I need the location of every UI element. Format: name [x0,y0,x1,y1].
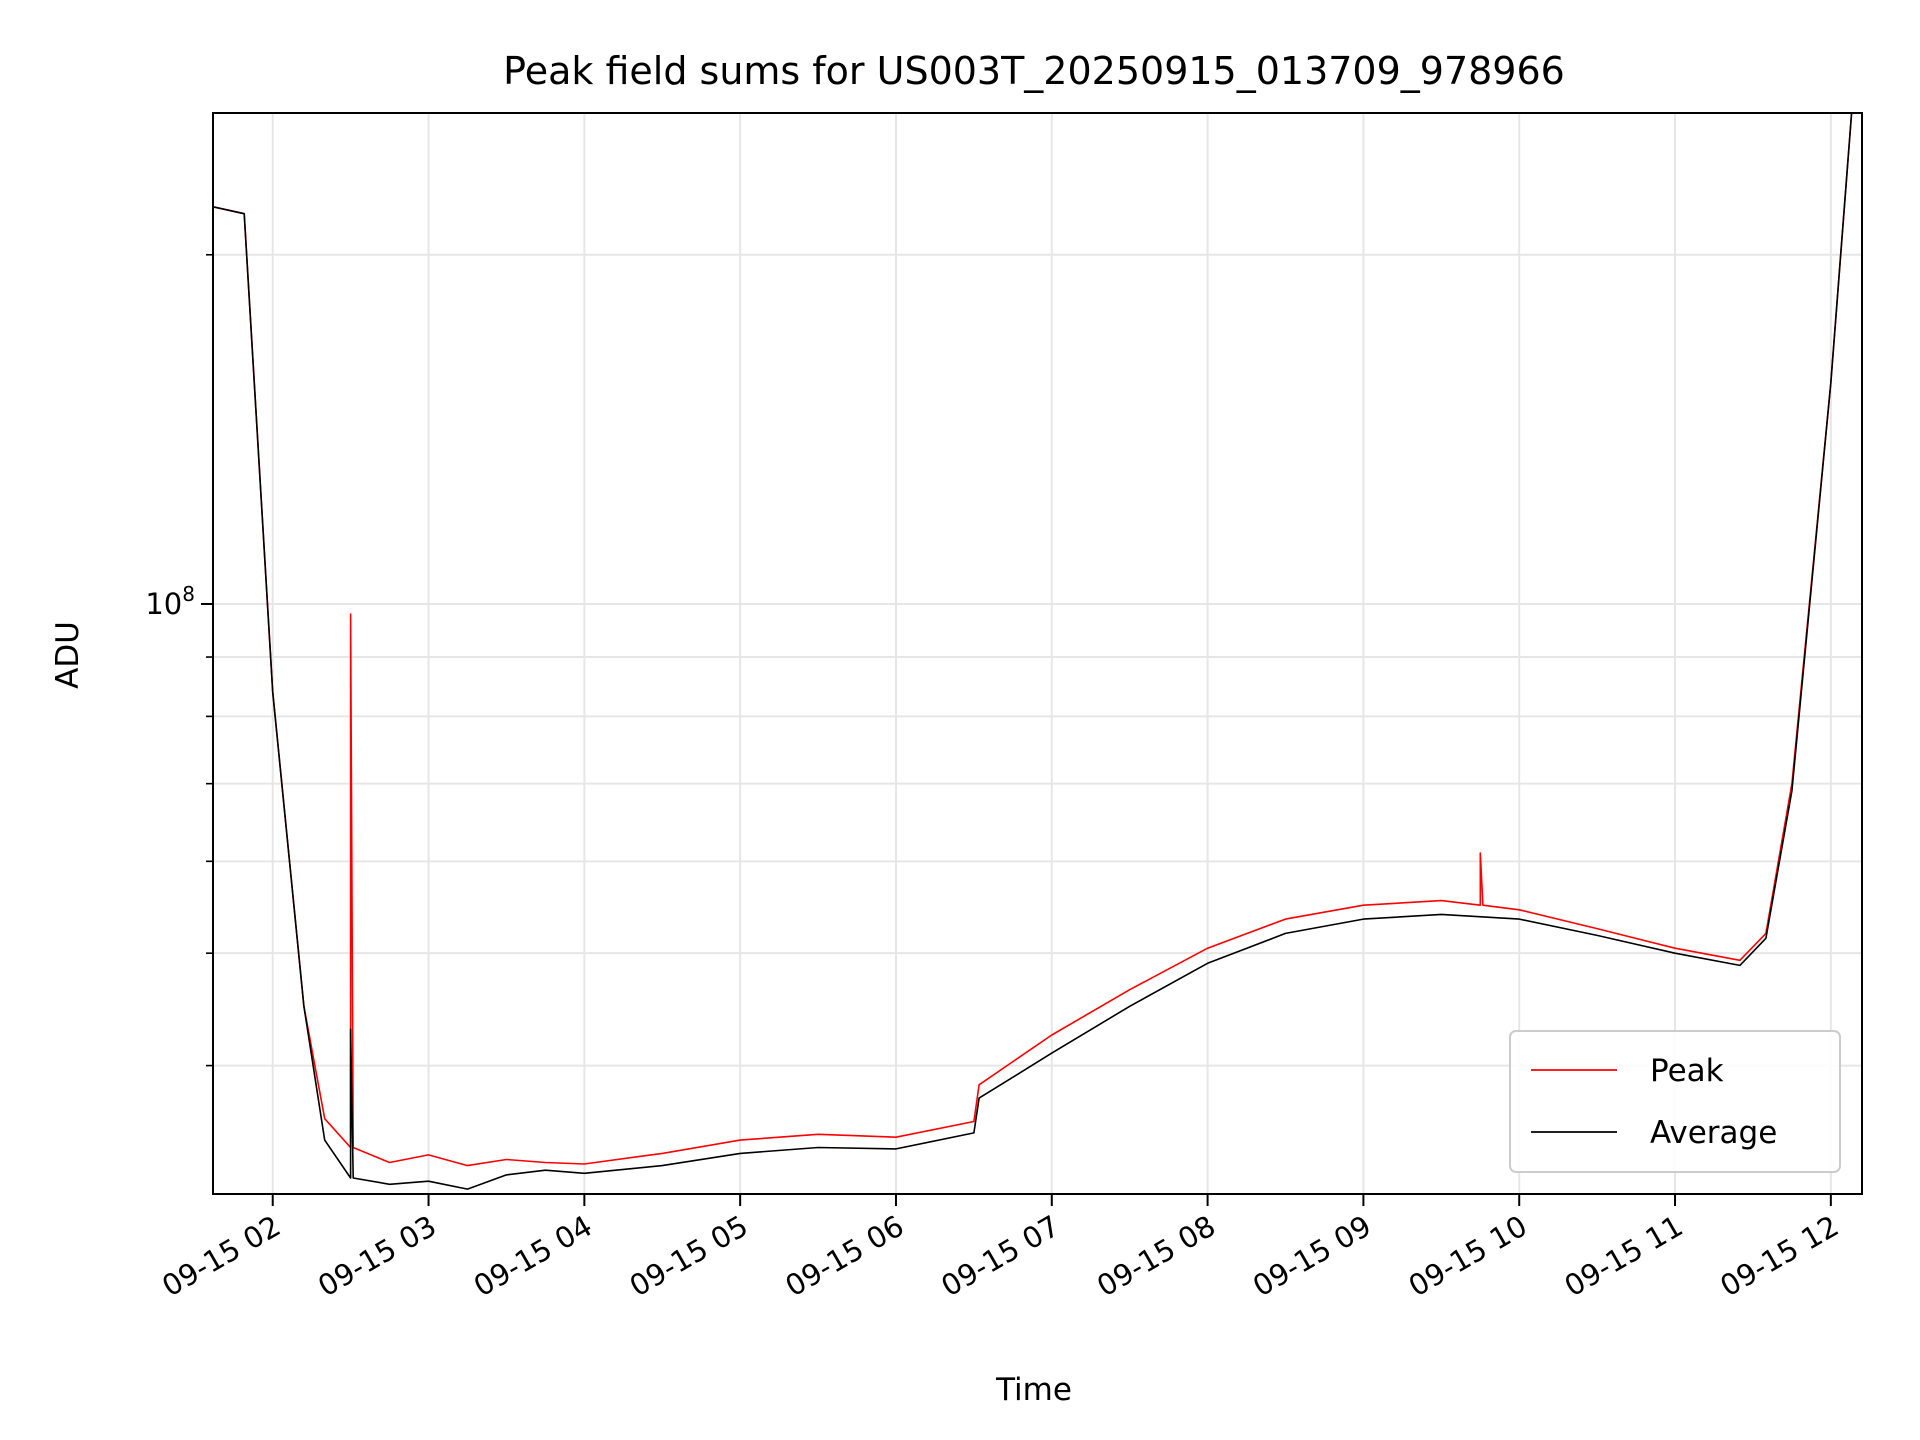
plot-frame [212,112,1863,1195]
x-axis-label: Time [995,1372,1072,1408]
chart-title: Peak field sums for US003T_20250915_0137… [503,49,1565,93]
legend-frame [1509,1030,1841,1173]
series-line-average [213,113,1853,1190]
legend-label-peak: Peak [1650,1053,1724,1089]
y-tick-label: 108 [145,582,195,621]
grid-lines [213,113,1862,1194]
legend-label-average: Average [1650,1115,1777,1151]
y-axis-label: ADU [50,621,86,689]
series-line-peak [213,113,1853,1167]
data-series [213,113,1853,1190]
legend: Peak Average [1509,1030,1841,1173]
